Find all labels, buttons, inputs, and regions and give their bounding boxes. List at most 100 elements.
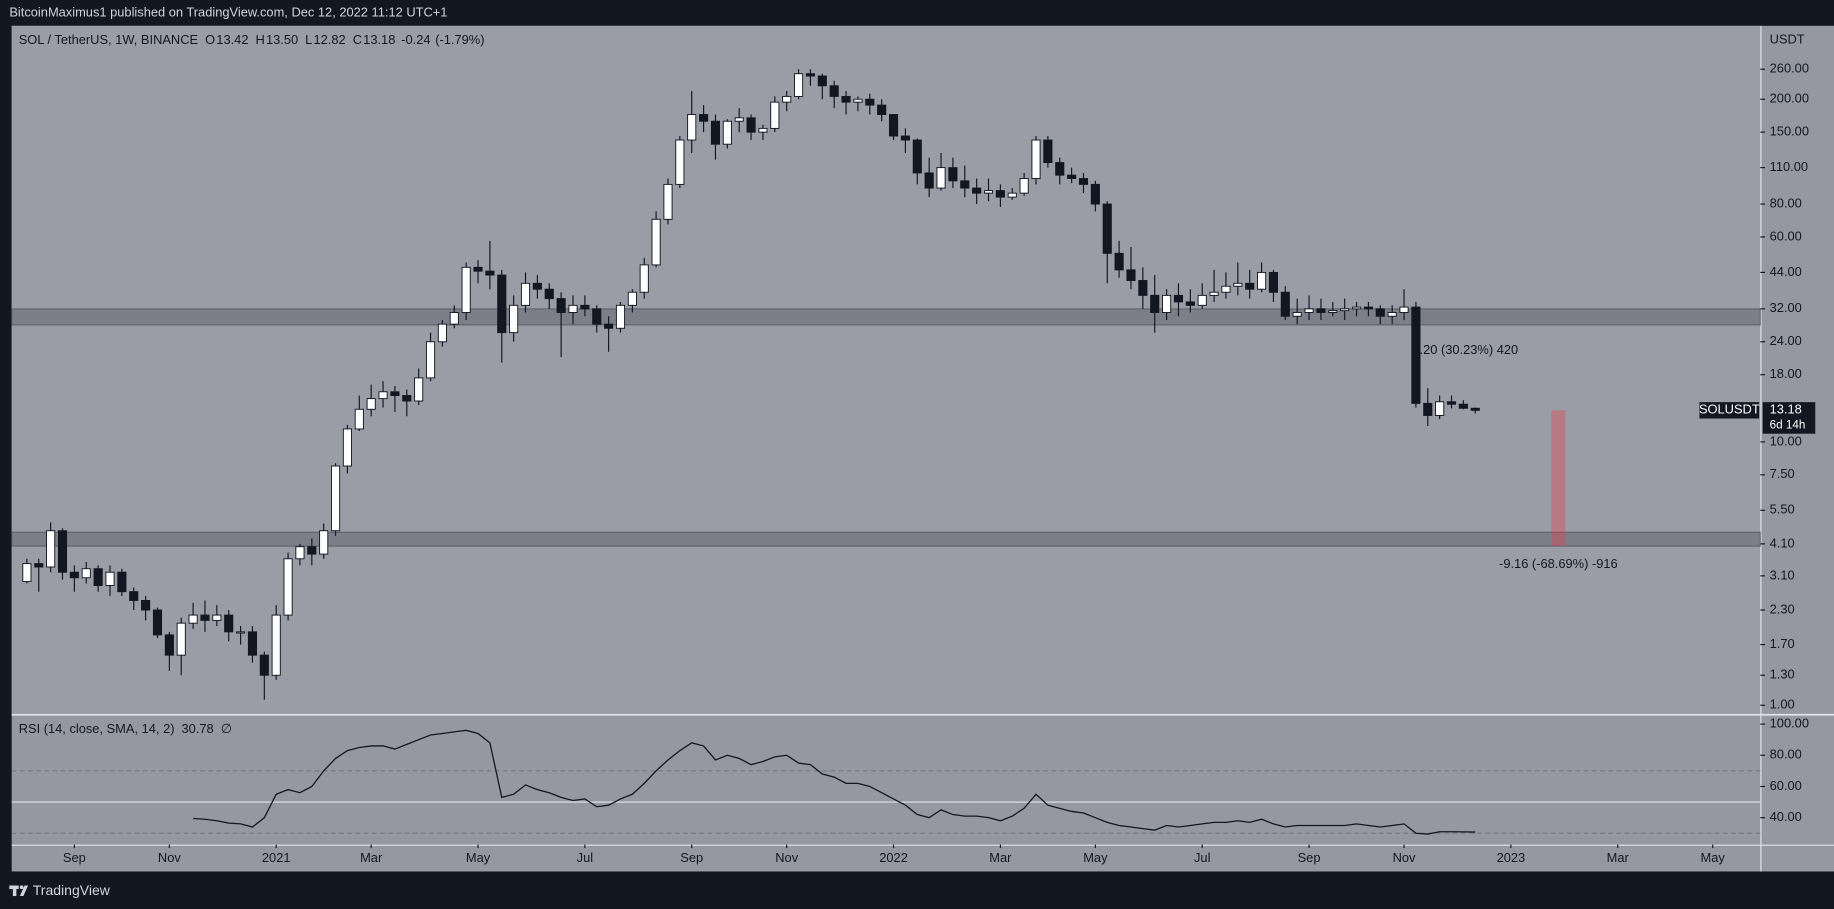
- candle-body: [1328, 310, 1338, 313]
- candle-body: [1090, 183, 1100, 205]
- legend-value: 12.82: [314, 32, 346, 47]
- rsi-symbol: ∅: [221, 721, 232, 736]
- candle-body: [520, 282, 531, 306]
- x-tick-label: Mar: [360, 850, 383, 865]
- candle-body: [1458, 403, 1468, 409]
- candle-body: [1185, 301, 1195, 306]
- candle-body: [414, 377, 424, 402]
- candle-body: [639, 264, 649, 293]
- candle-body: [1257, 271, 1267, 290]
- y-tick-label: 60.00: [1770, 228, 1802, 243]
- y-tick-label: 3.10: [1770, 567, 1795, 582]
- candle-body: [794, 73, 804, 97]
- x-tick-label: Nov: [1393, 850, 1416, 865]
- candle-body: [722, 120, 732, 145]
- price-tag-value: 13.18: [1770, 402, 1802, 417]
- candle-body: [164, 634, 174, 656]
- candle-body: [687, 114, 697, 141]
- candle-body: [568, 304, 578, 313]
- candle-body: [948, 167, 958, 182]
- candle-body: [604, 323, 614, 329]
- candle-body: [402, 395, 412, 402]
- candle-body: [710, 120, 721, 145]
- brand: TradingView: [33, 882, 111, 898]
- y-tick-label: 100.00: [1770, 715, 1809, 730]
- y-tick-label: 80.00: [1770, 747, 1802, 762]
- candle-body: [1446, 401, 1457, 405]
- footer-logo: [9, 885, 29, 897]
- x-tick-label: May: [466, 850, 491, 865]
- candle-body: [1209, 291, 1219, 296]
- candle-body: [319, 530, 329, 555]
- candle-body: [509, 304, 519, 334]
- x-tick-label: Mar: [1607, 850, 1630, 865]
- candle-body: [829, 85, 839, 97]
- candle-body: [1245, 282, 1255, 290]
- candle-body: [1221, 285, 1231, 293]
- legend-value: 13.50: [266, 32, 298, 47]
- candle-body: [1114, 252, 1124, 271]
- candle-body: [485, 270, 495, 276]
- y-tick-label: 4.10: [1770, 535, 1795, 550]
- symbol-legend: SOL / TetherUS, 1W, BINANCE O13.42 H13.50 L…: [19, 32, 485, 47]
- support-zone: [11, 308, 1761, 326]
- y-tick-label: 5.50: [1770, 502, 1795, 517]
- candle-body: [841, 95, 851, 103]
- candle-body: [663, 183, 673, 220]
- x-tick-label: May: [1701, 850, 1726, 865]
- candle-body: [425, 341, 436, 379]
- candle-body: [865, 98, 875, 106]
- legend-key: O: [205, 32, 215, 47]
- y-tick-label: 200.00: [1770, 91, 1809, 106]
- candle-body: [141, 599, 151, 611]
- rsi-line: [193, 729, 1476, 835]
- legend-change-pct: (-1.79%): [435, 32, 484, 47]
- price-tag-countdown: 6d 14h: [1770, 419, 1806, 432]
- candle-body: [983, 190, 994, 194]
- rsi-title: RSI (14, close, SMA, 14, 2): [19, 721, 175, 736]
- candle-body: [1067, 174, 1077, 179]
- candle-body: [734, 117, 744, 122]
- candle-body: [1007, 192, 1017, 198]
- candle-body: [247, 631, 258, 656]
- candle-body: [1435, 401, 1445, 416]
- candle-body: [224, 614, 234, 633]
- candle-body: [924, 172, 934, 189]
- logo-part: [12, 885, 17, 897]
- candle-body: [627, 291, 637, 306]
- candle-body: [995, 190, 1005, 198]
- x-tick-label: May: [1083, 850, 1108, 865]
- candle-body: [1423, 402, 1433, 416]
- candle-body: [1387, 312, 1397, 317]
- candle-body: [1351, 306, 1362, 310]
- candle-body: [461, 266, 471, 313]
- logo-part: [19, 885, 29, 897]
- candle-body: [805, 73, 816, 77]
- candle-body: [877, 104, 887, 115]
- legend-change: -0.24: [401, 32, 430, 47]
- y-tick-label: 40.00: [1770, 809, 1802, 824]
- candle-body: [888, 114, 899, 137]
- candle-body: [81, 568, 91, 579]
- candle-body: [592, 308, 602, 325]
- candle-body: [651, 218, 661, 266]
- y-tick-label: 2.30: [1770, 601, 1795, 616]
- legend-value: 13.42: [216, 32, 248, 47]
- annotation: 9.20 (30.23%) 420: [1412, 342, 1518, 357]
- candle-body: [1078, 178, 1089, 185]
- x-tick-label: Jul: [577, 850, 593, 865]
- candle-body: [1150, 294, 1160, 313]
- candle-body: [1268, 271, 1279, 293]
- candle-body: [1340, 308, 1350, 312]
- candle-body: [770, 101, 780, 129]
- candle-body: [34, 563, 44, 568]
- y-tick-label: 1.70: [1770, 636, 1795, 651]
- candle-body: [556, 298, 566, 313]
- x-tick-label: Nov: [158, 850, 181, 865]
- candle-body: [758, 127, 768, 133]
- support-zone: [11, 531, 1761, 547]
- candle-body: [1233, 282, 1243, 287]
- candle-body: [1173, 294, 1184, 303]
